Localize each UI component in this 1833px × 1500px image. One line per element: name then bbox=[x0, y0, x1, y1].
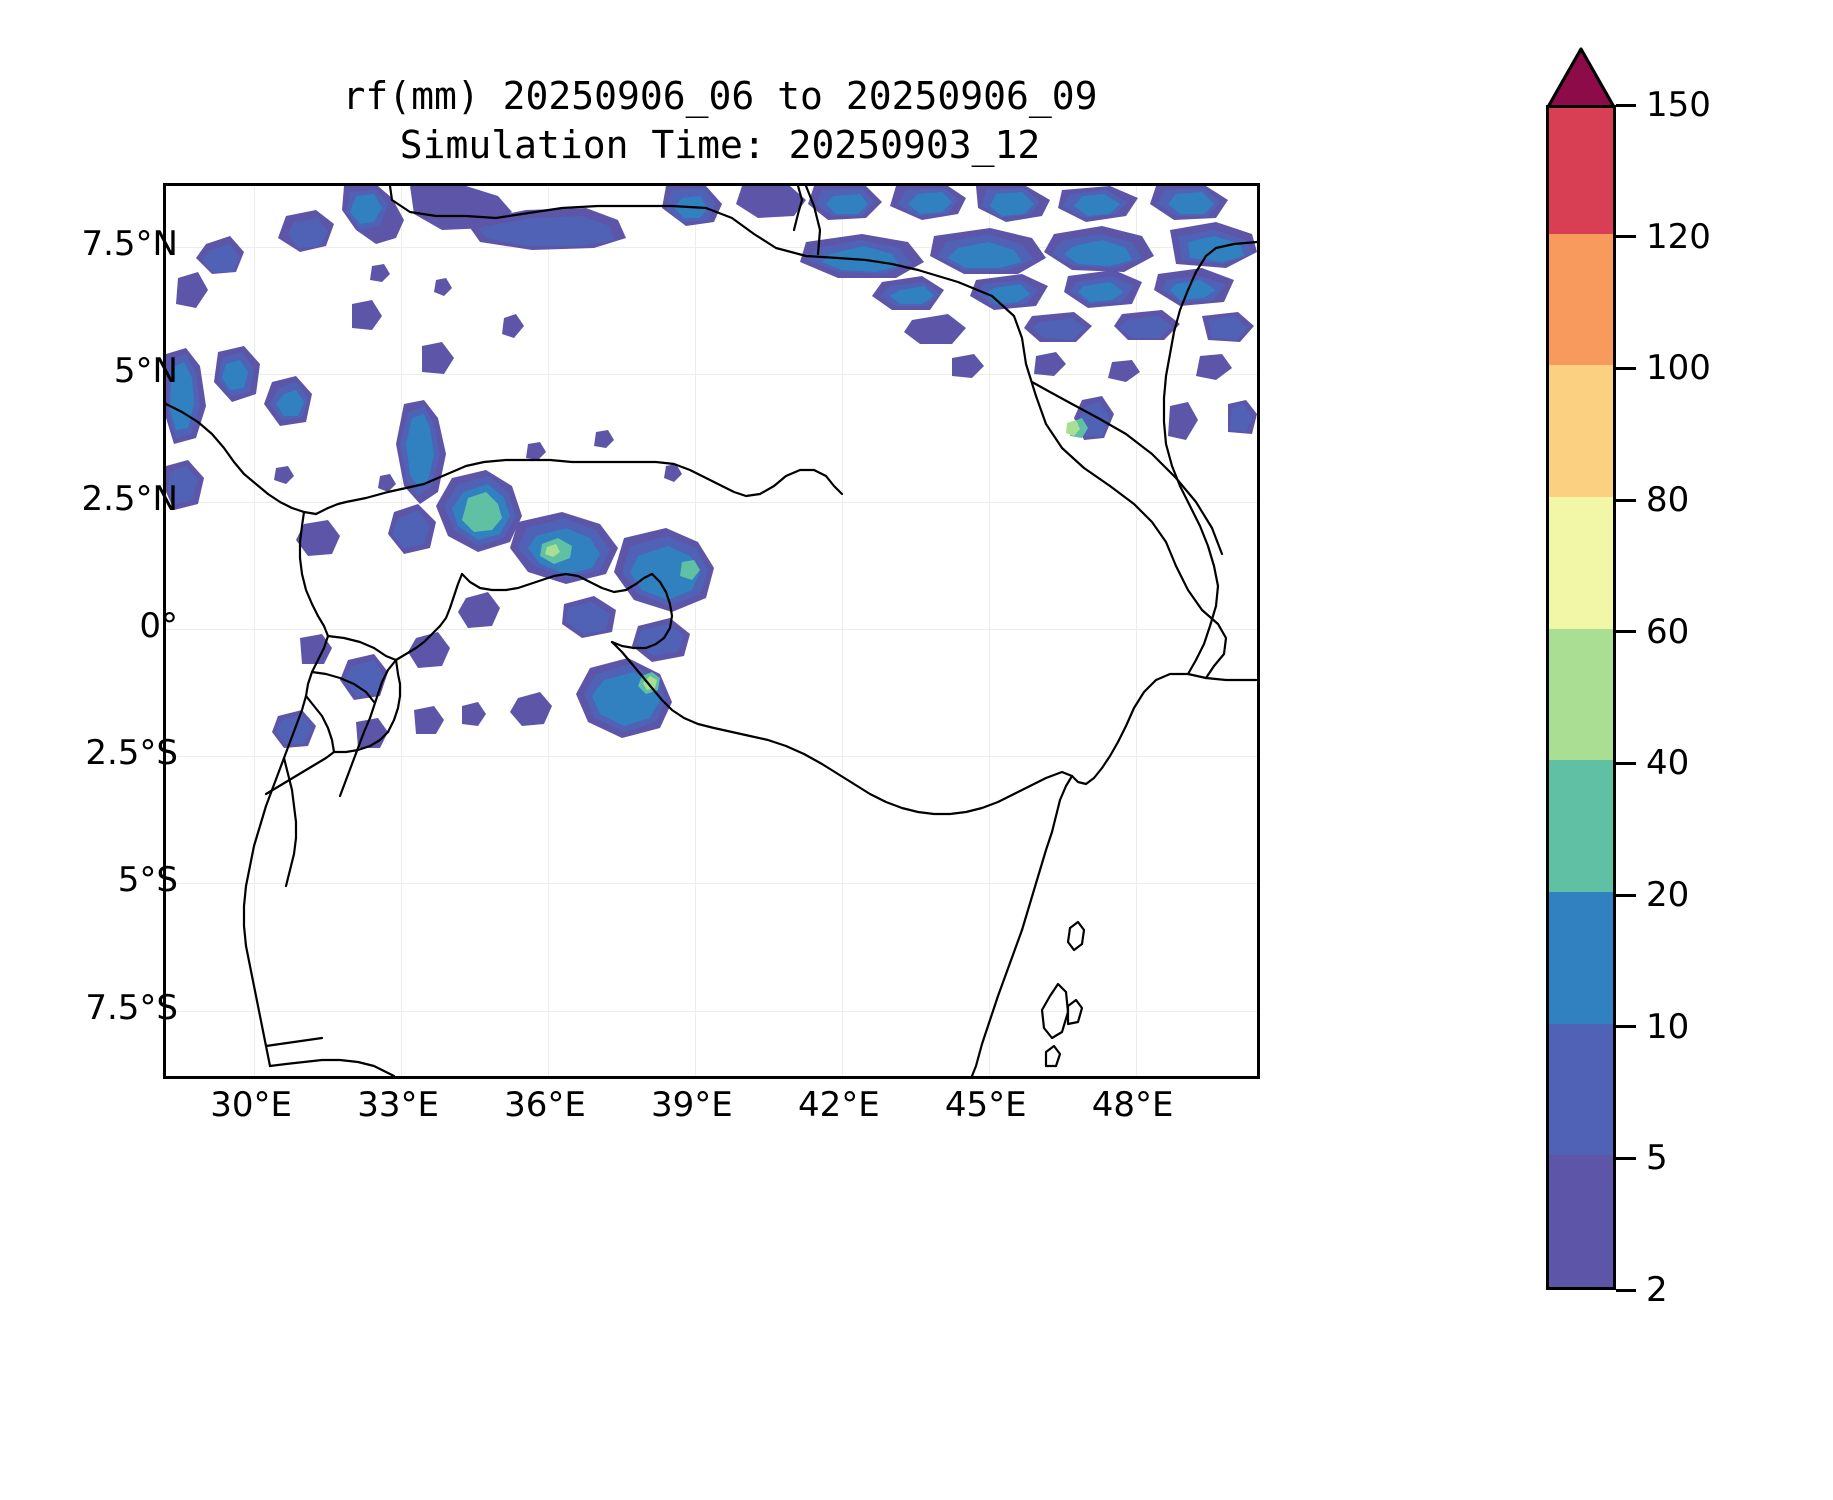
map-plot-area bbox=[163, 183, 1260, 1079]
colorbar-label-4: 40 bbox=[1646, 743, 1690, 784]
colorbar-tick-9 bbox=[1616, 103, 1636, 107]
x-tick-label-6: 48°E bbox=[1091, 1085, 1174, 1125]
map-canvas bbox=[166, 186, 1257, 1076]
rain-band-5-10 bbox=[168, 188, 1252, 744]
y-tick-label-4: 2.5°S bbox=[85, 733, 178, 774]
colorbar-segment-8 bbox=[1549, 108, 1613, 234]
y-tick-label-6: 7.5°S bbox=[85, 987, 178, 1028]
y-tick-label-5: 5°S bbox=[117, 860, 178, 901]
colorbar-segment-6 bbox=[1549, 364, 1613, 497]
gridline-lon-3 bbox=[694, 186, 696, 1076]
gridline-lat-2 bbox=[166, 501, 1257, 503]
colorbar-segment-7 bbox=[1549, 233, 1613, 366]
gridline-lon-0 bbox=[254, 186, 256, 1076]
y-tick-label-0: 7.5°N bbox=[81, 224, 178, 265]
x-tick-label-2: 36°E bbox=[504, 1085, 586, 1125]
x-tick-label-3: 39°E bbox=[651, 1085, 733, 1125]
colorbar-label-7: 100 bbox=[1646, 348, 1711, 389]
colorbar-tick-8 bbox=[1616, 235, 1636, 239]
colorbar-tick-6 bbox=[1616, 498, 1636, 502]
colorbar-label-0: 2 bbox=[1646, 1270, 1668, 1310]
colorbar-segment-3 bbox=[1549, 759, 1613, 892]
colorbar-segment-0 bbox=[1549, 1154, 1613, 1287]
colorbar-segment-2 bbox=[1549, 891, 1613, 1024]
colorbar-label-2: 10 bbox=[1646, 1006, 1690, 1047]
colorbar-tick-4 bbox=[1616, 761, 1636, 765]
title-line-1: rf(mm) 20250906_06 to 20250906_09 bbox=[342, 74, 1098, 118]
rain-band-10-20 bbox=[170, 192, 1244, 726]
gridline-lon-1 bbox=[401, 186, 403, 1076]
chart-title: rf(mm) 20250906_06 to 20250906_09 Simula… bbox=[180, 72, 1260, 171]
gridline-lat-0 bbox=[166, 247, 1257, 249]
colorbar-extend-arrow bbox=[1546, 47, 1616, 109]
gridline-lat-1 bbox=[166, 374, 1257, 376]
colorbar-label-6: 80 bbox=[1646, 480, 1690, 520]
colorbar-tick-3 bbox=[1616, 893, 1636, 897]
gridline-lat-3 bbox=[166, 628, 1257, 630]
colorbar-label-1: 5 bbox=[1646, 1138, 1668, 1179]
colorbar-label-8: 120 bbox=[1646, 216, 1711, 257]
colorbar-tick-7 bbox=[1616, 366, 1636, 370]
rain-band-40-60 bbox=[545, 420, 1080, 690]
gridline-lon-6 bbox=[1135, 186, 1137, 1076]
colorbar-label-9: 150 bbox=[1646, 85, 1711, 125]
colorbar-gradient bbox=[1546, 105, 1616, 1290]
colorbar-label-3: 20 bbox=[1646, 875, 1690, 915]
colorbar-segment-5 bbox=[1549, 496, 1613, 629]
map-geometry bbox=[166, 186, 1257, 1076]
gridline-lat-5 bbox=[166, 883, 1257, 885]
rain-band-20-40 bbox=[462, 418, 1088, 694]
y-tick-label-1: 5°N bbox=[113, 351, 178, 392]
colorbar: 2 5 10 20 40 60 80 100 120 150 bbox=[1546, 45, 1796, 1310]
coastlines-and-borders bbox=[166, 186, 1257, 1076]
colorbar-segment-4 bbox=[1549, 628, 1613, 761]
y-tick-label-2: 2.5°N bbox=[81, 478, 178, 519]
gridline-lon-2 bbox=[547, 186, 549, 1076]
colorbar-tick-5 bbox=[1616, 630, 1636, 634]
colorbar-tick-1 bbox=[1616, 1156, 1636, 1160]
gridline-lat-4 bbox=[166, 756, 1257, 758]
gridline-lon-5 bbox=[988, 186, 990, 1076]
colorbar-label-5: 60 bbox=[1646, 611, 1690, 652]
colorbar-tick-0 bbox=[1616, 1288, 1636, 1292]
x-tick-label-0: 30°E bbox=[210, 1085, 293, 1125]
x-tick-label-5: 45°E bbox=[944, 1085, 1027, 1125]
colorbar-tick-2 bbox=[1616, 1025, 1636, 1029]
gridline-lon-4 bbox=[841, 186, 843, 1076]
y-tick-label-3: 0° bbox=[139, 605, 178, 646]
x-tick-label-4: 42°E bbox=[797, 1085, 880, 1125]
title-line-2: Simulation Time: 20250903_12 bbox=[399, 123, 1041, 168]
x-tick-label-1: 33°E bbox=[357, 1085, 439, 1125]
colorbar-segment-1 bbox=[1549, 1023, 1613, 1156]
rain-band-2-5 bbox=[166, 186, 1257, 748]
gridline-lat-6 bbox=[166, 1010, 1257, 1012]
